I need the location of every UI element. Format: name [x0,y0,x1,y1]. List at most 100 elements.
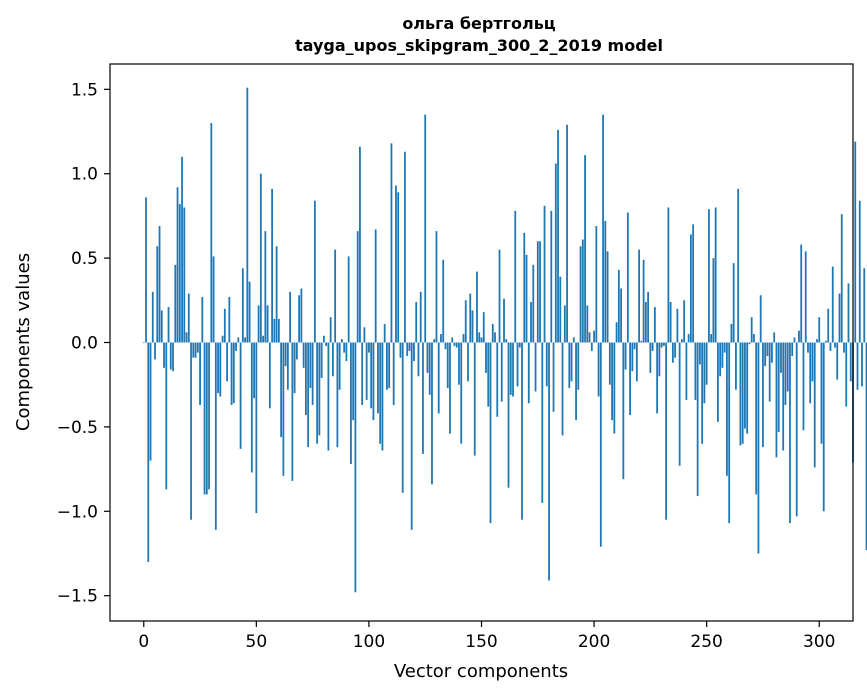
bar-158 [498,249,501,343]
bar-22 [192,342,195,358]
bar-316 [854,141,857,343]
x-tick-label: 200 [578,632,610,652]
bar-95 [356,231,359,343]
bar-243 [689,234,692,343]
bar-115 [401,342,404,493]
x-tick-label: 250 [690,632,722,652]
bar-192 [575,342,577,421]
bar-90 [345,342,348,362]
bar-193 [577,342,580,390]
bar-176 [539,241,541,343]
bar-96 [359,146,361,343]
bar-314 [849,342,852,382]
bar-227 [653,307,656,343]
bar-215 [626,212,629,343]
bar-281 [775,342,778,458]
bar-312 [845,342,848,407]
bar-234 [669,301,672,343]
bar-297 [811,342,814,382]
bar-122 [417,342,420,377]
bar-63 [284,342,287,367]
bar-289 [793,337,796,343]
bar-184 [557,129,559,343]
bar-291 [798,330,800,343]
bar-45 [244,337,246,343]
x-tick-label: 100 [353,632,385,652]
bar-173 [532,264,535,343]
bar-172 [530,301,532,343]
bar-52 [259,173,262,343]
y-tick-label: −1.0 [57,502,98,522]
bar-264 [737,188,740,343]
bar-163 [509,342,512,395]
bar-270 [750,317,753,343]
bar-135 [446,342,449,389]
bar-133 [442,259,445,343]
bar-179 [545,342,548,387]
x-tick-label: 0 [138,632,149,652]
bar-226 [651,342,654,351]
bar-275 [762,342,764,448]
bar-2 [147,342,150,562]
bar-211 [617,269,620,343]
bar-127 [428,342,431,395]
bar-301 [820,342,823,444]
bar-304 [827,308,830,343]
bar-88 [341,339,343,343]
bar-144 [467,342,469,382]
y-tick-label: 1.0 [71,165,98,185]
bar-262 [732,263,735,343]
bar-167 [518,342,521,348]
bar-93 [352,342,355,421]
bar-187 [563,305,566,343]
bar-201 [595,226,598,343]
bar-131 [437,342,440,414]
bar-300 [818,317,821,343]
bar-299 [816,339,818,343]
bar-9 [163,342,165,368]
bar-241 [685,342,688,400]
bar-111 [392,342,395,405]
bar-76 [313,200,316,343]
bar-165 [514,210,517,343]
bar-60 [277,318,280,343]
bar-141 [460,342,463,444]
bar-237 [676,308,679,343]
bar-232 [665,342,668,520]
bar-313 [847,283,850,343]
bar-107 [383,323,386,343]
bar-24 [196,342,199,353]
bar-53 [262,335,264,343]
bar-83 [329,317,332,343]
y-tick-label: 1.5 [71,80,98,100]
bar-178 [543,205,546,343]
bar-108 [386,342,388,390]
bar-30 [210,123,213,343]
bar-112 [395,185,397,343]
bar-269 [748,342,751,345]
bar-205 [604,220,607,343]
bar-263 [735,342,737,390]
bar-114 [399,342,402,358]
bar-6 [156,246,159,343]
bar-77 [316,342,319,444]
bar-195 [581,239,584,343]
bar-296 [809,342,812,404]
bar-74 [309,342,312,389]
bar-160 [503,298,505,343]
bar-16 [178,204,181,343]
bar-197 [586,305,589,343]
bar-121 [415,301,418,343]
bar-310 [840,214,843,343]
bar-254 [714,207,717,343]
bar-99 [365,342,368,400]
bar-19 [185,332,188,343]
bar-169 [523,232,526,343]
bar-248 [701,342,704,444]
bar-147 [473,342,476,456]
bar-298 [813,342,816,468]
bar-295 [807,342,809,353]
bar-85 [334,249,337,343]
bar-134 [444,342,447,350]
plot-frame [109,63,854,622]
